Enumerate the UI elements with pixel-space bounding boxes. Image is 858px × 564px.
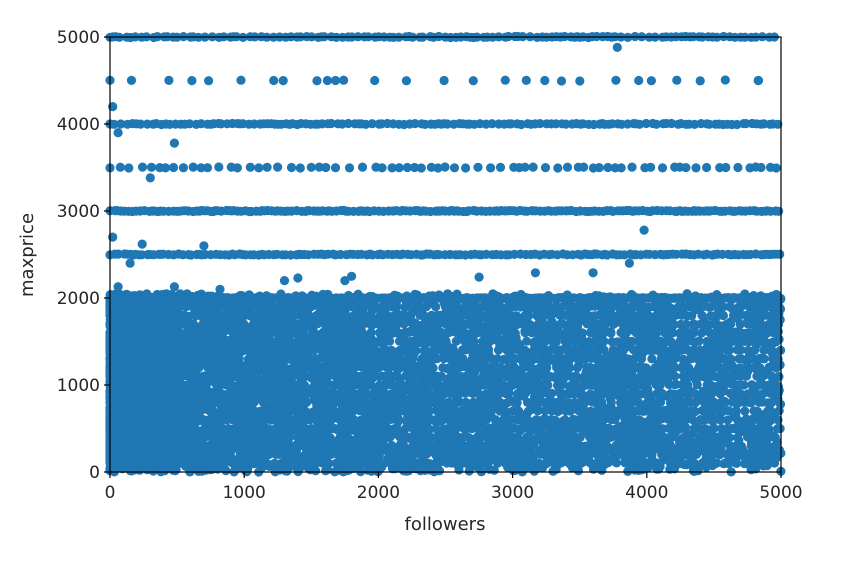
data-points: [105, 31, 786, 477]
data-point: [529, 466, 539, 476]
